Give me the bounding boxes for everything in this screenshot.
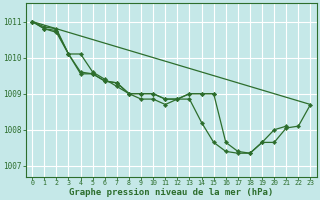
X-axis label: Graphe pression niveau de la mer (hPa): Graphe pression niveau de la mer (hPa) [69,188,274,197]
